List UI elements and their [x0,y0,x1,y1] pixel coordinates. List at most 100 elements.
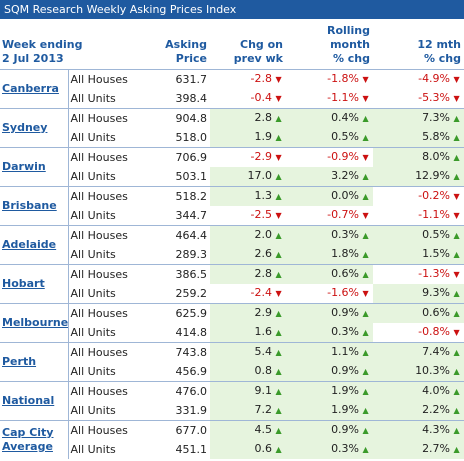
city-link[interactable]: Hobart [0,264,69,304]
twelve-month-cell: 9.3% ▲ [373,284,464,304]
table-row: Cap City Average All Houses 677.0 4.5 ▲ 0.9% ▲… [0,420,464,459]
change-value: 2.8 [254,267,273,280]
asking-price-value: 706.9 [144,147,211,167]
city-link[interactable]: Canberra [0,69,69,109]
down-arrow-icon: ▼ [453,328,460,337]
chg-prev-wk-cell: 2.8 ▲ [210,264,287,284]
property-type: All Houses [68,186,145,206]
city-link[interactable]: Adelaide [0,225,69,265]
up-arrow-icon: ▲ [362,114,369,123]
rolling-month-cell: 0.9% ▲ [286,362,374,382]
change-value: 17.0 [247,169,273,182]
change-value: 1.9 [254,130,273,143]
change-value: -2.9 [250,150,273,163]
change-value: -2.5 [250,208,273,221]
property-type: All Units [70,130,116,144]
up-arrow-icon: ▲ [453,172,460,181]
change-value: 0.9% [331,364,360,377]
property-type: All Houses [68,420,145,440]
city-link[interactable]: National [0,381,69,421]
asking-price-value: 518.2 [144,186,211,206]
property-type: All Houses [68,147,145,167]
twelve-month-cell: -4.9% ▼ [373,70,464,90]
change-value: 0.5% [422,228,451,241]
week-ending-date: 2 Jul 2013 [2,52,64,65]
up-arrow-icon: ▲ [275,250,282,259]
up-arrow-icon: ▲ [453,133,460,142]
change-value: 2.6 [254,247,273,260]
change-value: 0.5% [331,130,360,143]
down-arrow-icon: ▼ [362,289,369,298]
asking-price-label: Asking Price [165,38,208,65]
chg-prev-wk-cell: -2.8 ▼ [210,70,286,90]
up-arrow-icon: ▲ [275,231,282,240]
change-value: 0.4% [331,111,360,124]
change-value: 1.3 [254,189,273,202]
property-type: All Houses [68,342,145,362]
chg-label-2: prev wk [233,52,284,65]
change-value: 12.9% [415,169,451,182]
city-link[interactable]: Perth [0,342,69,382]
change-value: -2.8 [250,72,273,85]
change-value: 8.0% [422,150,451,163]
table-row: Brisbane All Houses 518.2 1.3 ▲ 0.0% ▲ -0.2% ▼ [0,186,464,226]
city-link[interactable]: Melbourne [0,303,69,343]
table-body: Canberra All Houses 631.7 -2.8 ▼ -1.8% ▼ -4.9% ▼… [0,69,464,459]
change-value: -0.7% [327,208,360,221]
asking-price-value: 414.8 [175,325,208,339]
up-arrow-icon: ▲ [362,250,369,259]
down-arrow-icon: ▼ [362,153,369,162]
change-value: 0.9% [331,423,360,436]
twelve-month-cell: -1.1% ▼ [373,206,464,226]
widget-title: SQM Research Weekly Asking Prices Index [0,0,464,19]
table-row: All Units 503.1 17.0 ▲ 3.2% ▲ 12.9% ▲ [0,167,464,187]
up-arrow-icon: ▲ [453,231,460,240]
rolling-month-cell: -0.9% ▼ [286,147,374,167]
up-arrow-icon: ▲ [453,406,460,415]
up-arrow-icon: ▲ [362,367,369,376]
table-row: Adelaide All Houses 464.4 2.0 ▲ 0.3% ▲ 0.5% ▲ [0,225,464,265]
change-value: 1.9% [331,384,360,397]
property-type: All Houses [68,264,145,284]
up-arrow-icon: ▲ [362,328,369,337]
up-arrow-icon: ▲ [275,387,282,396]
rolling-month-cell: 0.9% ▲ [286,303,374,323]
twelve-month-cell: 4.0% ▲ [373,381,464,401]
down-arrow-icon: ▼ [453,94,460,103]
twelve-month-cell: -5.3% ▼ [373,89,464,109]
chg-prev-wk-cell: 17.0 ▲ [210,167,287,187]
up-arrow-icon: ▲ [453,445,460,454]
up-arrow-icon: ▲ [362,231,369,240]
asking-price-value: 289.3 [175,247,208,261]
rolling-month-cell: -1.8% ▼ [286,70,373,90]
change-value: -0.2% [418,189,451,202]
asking-price-value: 503.1 [175,169,208,183]
rolling-month-header: Rolling month % chg [286,19,374,70]
twelve-month-cell: 7.4% ▲ [373,342,464,362]
change-value: 2.8 [254,111,273,124]
down-arrow-icon: ▼ [453,75,460,84]
up-arrow-icon: ▲ [453,367,460,376]
city-link[interactable]: Darwin [0,147,69,187]
up-arrow-icon: ▲ [362,270,369,279]
city-link[interactable]: Brisbane [0,186,69,226]
up-arrow-icon: ▲ [453,250,460,259]
twelve-month-cell: 5.8% ▲ [373,128,464,148]
chg-prev-wk-cell: 0.8 ▲ [210,362,287,382]
change-value: 0.3% [331,325,360,338]
asking-price-value: 259.2 [175,286,208,300]
up-arrow-icon: ▲ [275,172,282,181]
change-value: -0.9% [327,150,360,163]
up-arrow-icon: ▲ [453,114,460,123]
asking-price-value: 677.0 [144,420,211,440]
chg-prev-wk-cell: 1.3 ▲ [210,186,287,206]
up-arrow-icon: ▲ [275,309,282,318]
up-arrow-icon: ▲ [362,133,369,142]
city-link[interactable]: Sydney [0,108,69,148]
city-link[interactable]: Cap City Average [0,420,69,459]
rolling-month-cell: 1.1% ▲ [286,342,374,362]
rolling-label-3: % chg [332,52,371,65]
chg-prev-wk-cell: 7.2 ▲ [210,401,287,421]
chg-prev-wk-cell: -2.4 ▼ [210,284,286,304]
chg-prev-wk-cell: 5.4 ▲ [210,342,287,362]
